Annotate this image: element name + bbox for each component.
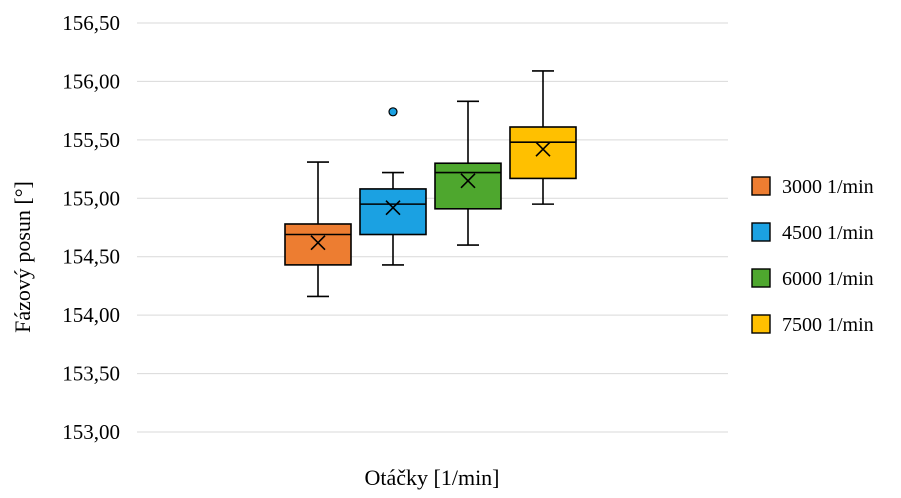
- iqr-box: [359, 188, 427, 236]
- legend-item: 6000 1/min: [751, 268, 874, 290]
- iqr-box: [284, 223, 352, 266]
- legend-item: 3000 1/min: [751, 176, 874, 198]
- legend-item: 4500 1/min: [751, 222, 874, 244]
- mean-marker: [385, 200, 401, 216]
- legend-swatch: [751, 314, 771, 334]
- y-tick-label: 153,00: [62, 420, 120, 444]
- mean-marker: [310, 235, 326, 251]
- y-tick-label: 154,50: [62, 245, 120, 269]
- box-series: [284, 161, 352, 298]
- box-series: [509, 70, 577, 205]
- iqr-box: [434, 162, 502, 210]
- legend-item: 7500 1/min: [751, 314, 874, 336]
- y-axis-ticks: 153,00 153,50 154,00 154,50 155,00 155,50 156,…: [62, 11, 120, 444]
- box-series: [359, 107, 427, 266]
- gridlines: [137, 22, 728, 433]
- legend: 3000 1/min 4500 1/min 6000 1/min 7500 1/min: [751, 176, 874, 336]
- legend-swatch: [751, 222, 771, 242]
- outlier-point: [388, 107, 398, 117]
- legend-label: 3000 1/min: [782, 176, 874, 198]
- y-tick-label: 155,00: [62, 186, 120, 210]
- y-tick-label: 155,50: [62, 128, 120, 152]
- mean-marker: [535, 141, 551, 157]
- y-tick-label: 153,50: [62, 362, 120, 386]
- legend-swatch: [751, 268, 771, 288]
- legend-label: 6000 1/min: [782, 268, 874, 290]
- mean-marker: [460, 173, 476, 189]
- legend-swatch: [751, 176, 771, 196]
- y-tick-label: 154,00: [62, 303, 120, 327]
- box-series: [434, 100, 502, 246]
- legend-label: 7500 1/min: [782, 314, 874, 336]
- boxes: [284, 70, 577, 298]
- legend-label: 4500 1/min: [782, 222, 874, 244]
- y-tick-label: 156,50: [62, 11, 120, 35]
- y-axis-label: Fázový posun [°]: [10, 181, 35, 333]
- x-axis-label: Otáčky [1/min]: [364, 465, 499, 490]
- y-tick-label: 156,00: [62, 69, 120, 93]
- iqr-box: [509, 126, 577, 180]
